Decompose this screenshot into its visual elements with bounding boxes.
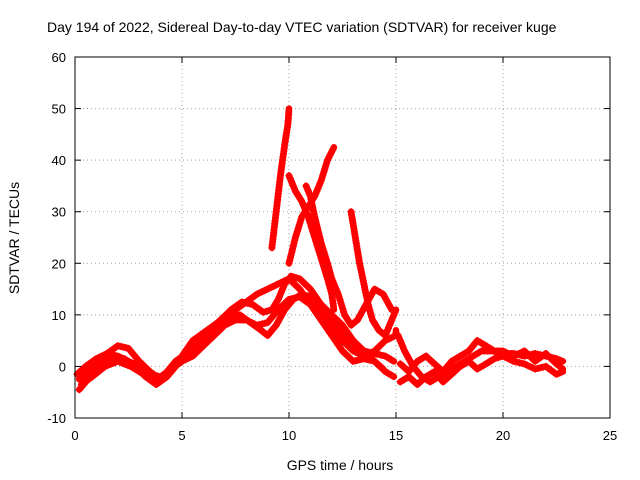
- series-markers: [396, 352, 564, 388]
- x-tick-label: 10: [282, 428, 296, 443]
- x-tick-label: 25: [603, 428, 617, 443]
- series-track-11: [396, 337, 567, 376]
- series-markers: [347, 208, 399, 339]
- y-tick-label: 10: [52, 308, 66, 323]
- series-markers: [73, 293, 395, 381]
- x-tick-label: 5: [178, 428, 185, 443]
- y-tick-label: 40: [52, 153, 66, 168]
- y-tick-label: 20: [52, 256, 66, 271]
- x-tick-label: 20: [496, 428, 510, 443]
- y-tick-label: 30: [52, 205, 66, 220]
- data-layer: [73, 105, 567, 394]
- series-track-4: [73, 293, 398, 381]
- series-track-8: [302, 182, 395, 329]
- chart-title: Day 194 of 2022, Sidereal Day-to-day VTE…: [47, 19, 557, 35]
- plot-frame: [74, 56, 611, 419]
- series-track-5: [268, 105, 293, 252]
- series-markers: [268, 108, 293, 252]
- y-axis-label: SDTVAR / TECUs: [6, 182, 22, 294]
- x-tick-label: 0: [71, 428, 78, 443]
- x-axis-label: GPS time / hours: [287, 457, 394, 473]
- x-tick-label: 15: [389, 428, 403, 443]
- series-markers: [302, 182, 394, 329]
- tick-layer: 0 5 10 15 20 25 -10 0 10 20 30 40 50 60: [47, 50, 617, 443]
- series-markers: [396, 337, 565, 376]
- y-tick-label: 50: [52, 102, 66, 117]
- y-tick-label: -10: [47, 411, 66, 426]
- y-tick-label: 60: [52, 50, 66, 65]
- y-tick-label: 0: [59, 359, 66, 374]
- series-track-12: [396, 352, 567, 388]
- series-track-9: [347, 208, 400, 339]
